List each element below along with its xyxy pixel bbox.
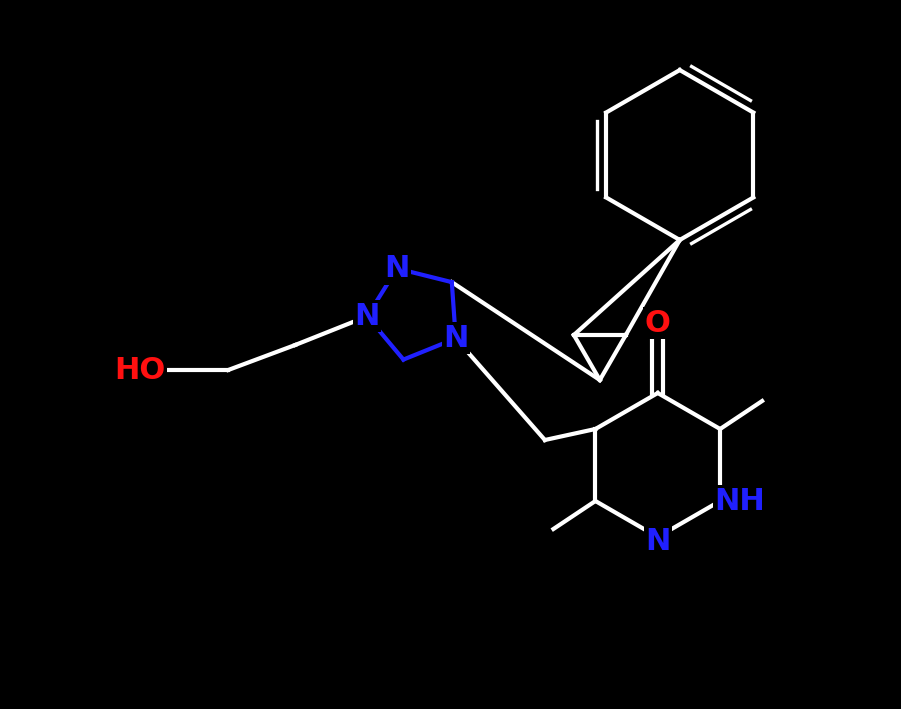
Text: N: N [645,527,670,557]
Text: N: N [354,302,380,331]
Text: NH: NH [714,486,766,515]
Text: N: N [443,324,469,353]
Text: HO: HO [114,355,166,384]
Text: O: O [645,308,670,337]
Text: N: N [385,254,410,283]
